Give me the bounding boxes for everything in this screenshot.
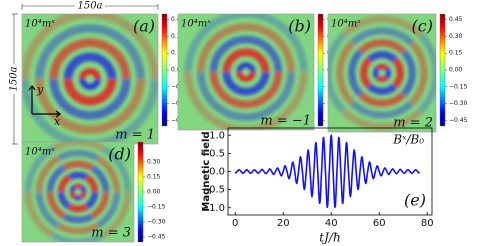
annotation: 10⁴mˣ [181, 19, 211, 30]
field-ring [196, 22, 296, 122]
colorbar-tick-label: 0.15 [147, 174, 161, 181]
annotation: 10⁴mˣ [331, 19, 361, 30]
field-ring [69, 183, 87, 201]
field-ring [348, 39, 416, 107]
scale-label: 150a [9, 66, 20, 91]
colorbar-tick-label: −0.30 [449, 100, 468, 107]
scale-label-bg [75, 0, 105, 11]
x-tick-label: 60 [373, 218, 386, 229]
scale-label: 150a [77, 1, 102, 12]
annotation: Bˣ/B₀ [392, 133, 424, 147]
colorbar-tick-label: −0.30 [147, 219, 166, 226]
y-tick-label: −0.5 [201, 185, 225, 196]
heatmap [22, 142, 134, 242]
panel-label: (e) [404, 191, 426, 210]
x-tick-label: 40 [325, 218, 338, 229]
axis-arrow [28, 85, 61, 118]
mode-label: m = 1 [115, 128, 155, 143]
field-ring [336, 27, 428, 119]
field-pattern [184, 14, 308, 130]
mode-label: m = 3 [91, 226, 131, 241]
field-ring [22, 14, 158, 144]
field-ring [222, 48, 270, 96]
panel-label: (b) [288, 17, 311, 36]
panel-frame [177, 13, 315, 131]
x-axis-label: x [54, 115, 61, 128]
field-ring [348, 39, 416, 107]
panel-frame [327, 13, 437, 133]
colorbar-tick-label: −0.45 [147, 234, 166, 241]
field-ring [336, 27, 428, 119]
annotation: 10⁴mˣ [25, 19, 55, 30]
y-tick-label: 0.5 [209, 148, 225, 159]
colorbar-tick-label: 0.00 [449, 67, 463, 74]
annotation: 10⁴mˣ [25, 147, 55, 158]
colorbar-tick-label: −0.15 [147, 204, 166, 211]
heatmap [328, 14, 436, 132]
y-tick-label: 0.0 [209, 167, 225, 178]
panel-label: (c) [412, 17, 433, 36]
field-ring [236, 62, 256, 82]
field-ring [373, 64, 391, 82]
field-pattern [24, 142, 132, 242]
x-tick-label: 80 [421, 218, 434, 229]
field-ring [209, 35, 283, 109]
field-ring [184, 14, 308, 130]
colorbar-tick-label: −0.45 [449, 117, 468, 124]
colorbar-tick-label: 0.45 [449, 16, 463, 23]
field-ring [63, 52, 117, 106]
x-tick-label: 20 [277, 218, 290, 229]
y-axis-label: y [36, 83, 44, 96]
field-ring [79, 68, 101, 90]
field-ring [24, 142, 132, 242]
heatmap [22, 14, 158, 144]
panel-frame [21, 141, 135, 243]
scale-label-bg [8, 64, 20, 94]
colorbar-tick-label: 0.30 [147, 159, 161, 166]
y-axis-label: Magnetic field [201, 131, 212, 211]
field-pattern [328, 15, 436, 131]
colorbar-tick-label: 0.15 [449, 50, 463, 57]
colorbar-tick-label: −0.15 [449, 83, 468, 90]
x-tick-label: 0 [232, 218, 238, 229]
mode-label: m = 2 [393, 116, 433, 131]
colorbar-tick-label: 0.30 [449, 33, 463, 40]
mode-label: m = −1 [260, 114, 311, 129]
panel-label: (d) [108, 145, 131, 164]
field-ring [49, 38, 131, 120]
x-axis-label: tJ/ħ [319, 231, 340, 245]
field-ring [57, 171, 99, 213]
field-ring [328, 15, 436, 131]
field-ring [35, 149, 121, 235]
field-ring [46, 160, 110, 224]
field-ring [35, 24, 145, 134]
field-ring [373, 64, 391, 82]
colorbar [161, 13, 168, 127]
heatmap [178, 14, 314, 130]
panel-label: (a) [133, 17, 155, 36]
y-tick-label: −1.0 [201, 203, 225, 214]
colorbar [439, 13, 446, 127]
colorbar-tick-label: 0.00 [147, 189, 161, 196]
data-line [234, 134, 421, 209]
y-tick-label: 1.0 [209, 130, 225, 141]
colorbar [137, 141, 144, 243]
colorbar [317, 13, 324, 127]
field-ring [360, 51, 404, 95]
field-ring [360, 51, 404, 95]
field-pattern [22, 14, 158, 144]
